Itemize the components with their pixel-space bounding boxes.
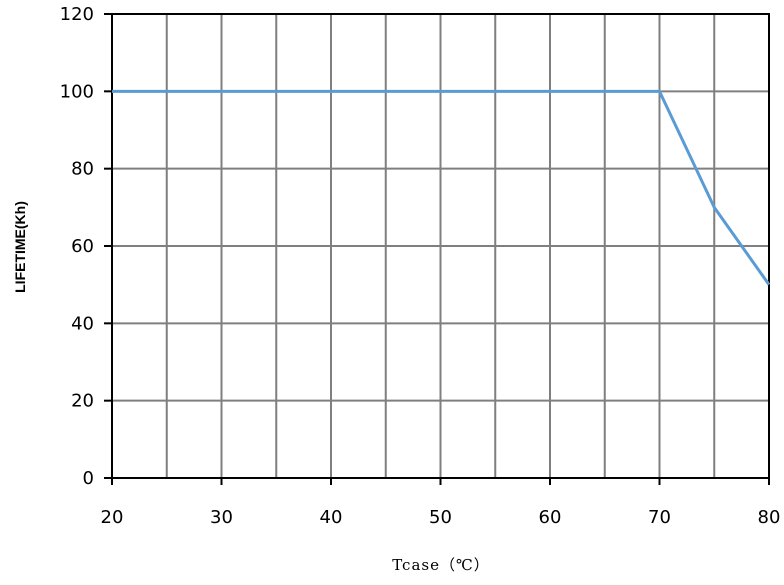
x-tick-label: 80 <box>758 507 781 528</box>
tick-labels: 0 20 40 60 80 100 120 20 30 40 50 60 70 80 <box>60 4 781 528</box>
x-tick-label: 50 <box>429 507 452 528</box>
y-tick-label: 40 <box>71 313 94 334</box>
x-tick-label: 30 <box>210 507 233 528</box>
y-tick-label: 120 <box>60 4 94 25</box>
x-axis-title: Tcase（℃） <box>392 556 490 574</box>
lifetime-series-line <box>112 89 771 286</box>
x-tick-label: 20 <box>101 507 124 528</box>
y-tick-label: 60 <box>71 236 94 257</box>
x-tick-label: 70 <box>648 507 671 528</box>
y-tick-label: 80 <box>71 159 94 180</box>
x-tick-label: 40 <box>320 507 343 528</box>
y-tick-label: 100 <box>60 81 94 102</box>
axis-ticks <box>104 13 770 485</box>
y-axis-title: LIFETIME(Kh) <box>12 201 28 293</box>
x-tick-label: 60 <box>539 507 562 528</box>
series-layer <box>112 89 771 286</box>
y-tick-label: 0 <box>83 468 94 489</box>
y-tick-label: 20 <box>71 391 94 412</box>
grid-lines <box>112 14 769 478</box>
